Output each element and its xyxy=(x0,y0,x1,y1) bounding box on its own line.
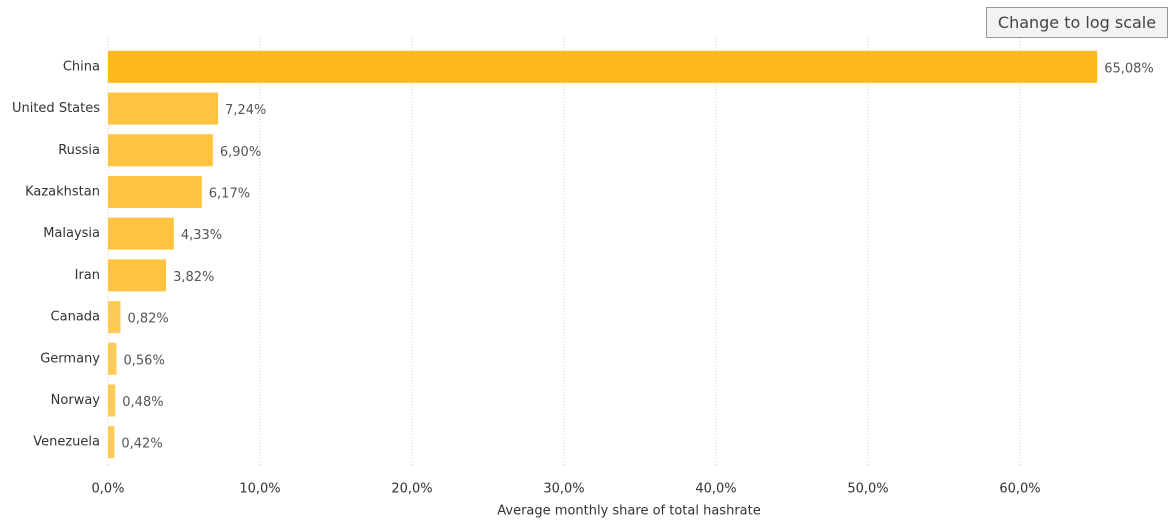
value-label: 3,82% xyxy=(173,270,214,285)
x-tick-label: 60,0% xyxy=(999,482,1040,497)
bar xyxy=(108,301,121,334)
bar xyxy=(108,217,174,250)
y-tick-label: Russia xyxy=(58,143,100,158)
bar xyxy=(108,342,117,375)
y-tick-label: Norway xyxy=(51,393,101,408)
value-label: 0,48% xyxy=(122,395,163,410)
y-tick-label: China xyxy=(63,59,100,74)
x-tick-label: 20,0% xyxy=(391,482,432,497)
y-tick-label: Iran xyxy=(75,268,100,283)
y-tick-label: Kazakhstan xyxy=(25,184,100,199)
y-tick-label: Malaysia xyxy=(43,226,100,241)
y-tick-label: Canada xyxy=(51,310,100,325)
bar xyxy=(108,426,115,459)
y-tick-label: United States xyxy=(12,101,100,116)
value-label: 6,17% xyxy=(209,186,250,201)
x-tick-label: 10,0% xyxy=(239,482,280,497)
value-label: 0,82% xyxy=(127,312,168,327)
value-label: 4,33% xyxy=(181,228,222,243)
x-tick-label: 50,0% xyxy=(847,482,888,497)
bar xyxy=(108,259,167,292)
value-label: 0,42% xyxy=(121,437,162,452)
value-label: 7,24% xyxy=(225,103,266,118)
x-tick-label: 40,0% xyxy=(695,482,736,497)
value-label: 6,90% xyxy=(220,145,261,160)
y-tick-label: Venezuela xyxy=(33,435,100,450)
x-tick-label: 0,0% xyxy=(91,482,124,497)
bar xyxy=(108,50,1098,83)
bar xyxy=(108,134,213,167)
y-tick-label: Germany xyxy=(40,351,100,366)
bar xyxy=(108,175,202,208)
bar xyxy=(108,384,116,417)
bar xyxy=(108,92,219,125)
value-label: 0,56% xyxy=(124,353,165,368)
value-label: 65,08% xyxy=(1104,61,1154,76)
x-tick-label: 30,0% xyxy=(543,482,584,497)
x-axis-title: Average monthly share of total hashrate xyxy=(497,504,760,519)
log-scale-button[interactable]: Change to log scale xyxy=(986,7,1168,38)
